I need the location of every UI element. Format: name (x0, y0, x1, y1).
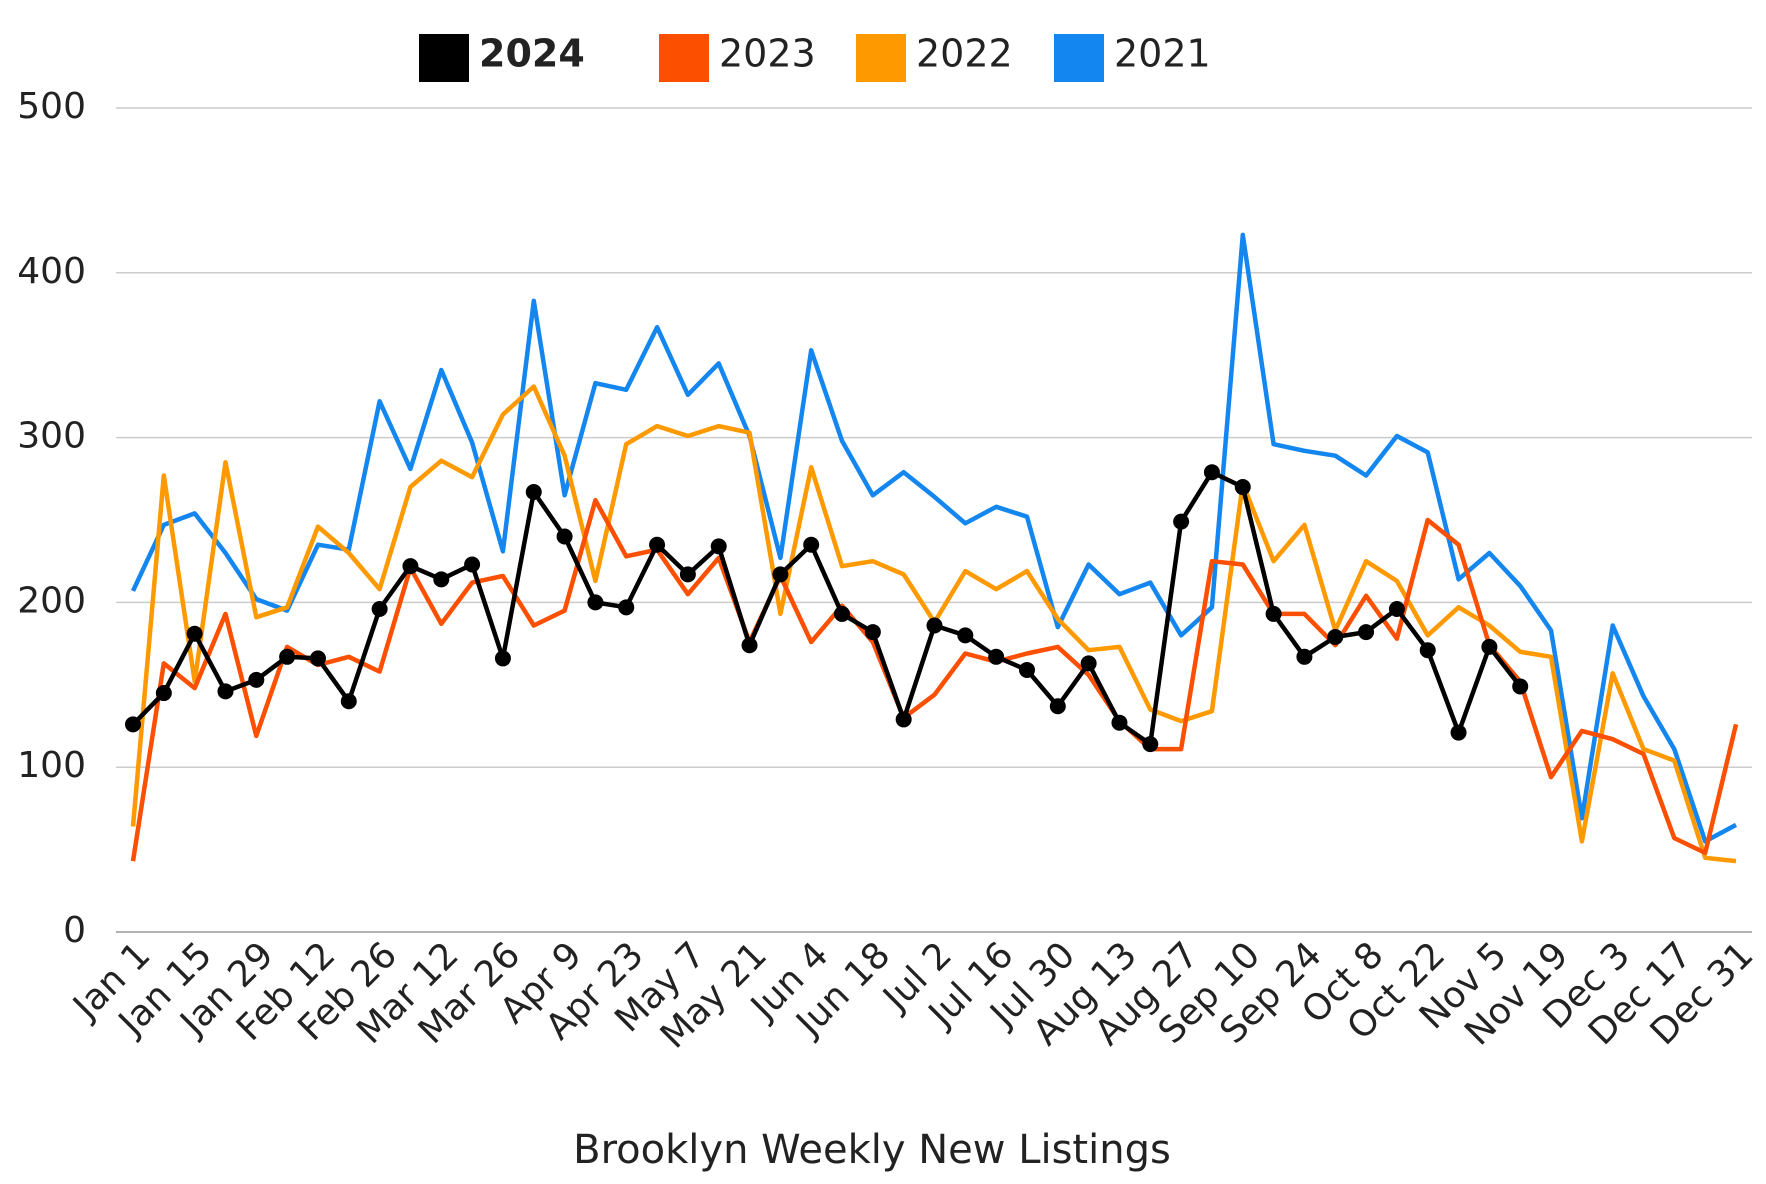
data-point (741, 637, 758, 654)
data-point (618, 599, 635, 616)
data-point (1481, 638, 1498, 655)
y-tick-label: 400 (17, 251, 86, 292)
data-point (1142, 736, 1159, 753)
data-point (710, 538, 727, 555)
data-point (1018, 661, 1035, 678)
data-point (1203, 464, 1220, 481)
data-point (679, 566, 696, 583)
legend-label: 2024 (479, 32, 585, 76)
y-tick-label: 200 (17, 580, 86, 621)
data-point (340, 693, 357, 710)
data-point (1296, 648, 1313, 665)
plot-area (125, 232, 1739, 864)
data-point (402, 558, 419, 575)
series-line (130, 497, 1739, 862)
data-point (494, 650, 511, 667)
data-point (1512, 678, 1529, 695)
data-point (1327, 629, 1344, 646)
data-point (217, 683, 234, 700)
legend-label: 2022 (916, 32, 1013, 76)
chart-title: Brooklyn Weekly New Listings (573, 1127, 1171, 1173)
data-point (186, 625, 203, 642)
data-point (957, 627, 974, 644)
y-tick-label: 100 (17, 745, 86, 786)
legend-swatch (419, 34, 469, 82)
data-point (803, 536, 820, 553)
y-tick-label: 0 (63, 910, 86, 951)
legend-swatch (856, 34, 906, 82)
data-point (525, 483, 542, 500)
data-point (1358, 624, 1375, 641)
legend-label: 2023 (719, 32, 816, 76)
series-line (131, 469, 1522, 747)
data-point (1080, 655, 1097, 672)
data-point (772, 566, 789, 583)
data-point (371, 600, 388, 617)
data-point (464, 556, 481, 573)
y-tick-label: 500 (17, 86, 86, 127)
data-point (1111, 714, 1128, 731)
data-point (248, 671, 265, 688)
data-point (1234, 479, 1251, 496)
data-point (587, 594, 604, 611)
data-point (125, 716, 141, 733)
legend-swatch (659, 34, 709, 82)
data-point (1419, 642, 1436, 659)
legend-swatch (1054, 34, 1104, 82)
legend-label: 2021 (1114, 32, 1211, 76)
data-point (834, 605, 851, 622)
data-point (649, 536, 666, 553)
data-point (1173, 513, 1190, 530)
legend: 2024 2023 2022 2021 (419, 32, 1211, 82)
data-point (895, 711, 912, 728)
data-point (1388, 600, 1405, 617)
data-point (926, 617, 943, 634)
data-point (864, 624, 881, 641)
y-tick-label: 300 (17, 416, 86, 457)
data-point (1450, 724, 1467, 741)
data-point (1265, 605, 1282, 622)
data-point (988, 648, 1005, 665)
data-point (279, 648, 296, 665)
data-point (556, 528, 573, 545)
data-point (309, 650, 326, 667)
data-point (433, 571, 450, 588)
data-point (1049, 698, 1066, 715)
series-line (130, 232, 1738, 844)
data-point (155, 685, 172, 702)
